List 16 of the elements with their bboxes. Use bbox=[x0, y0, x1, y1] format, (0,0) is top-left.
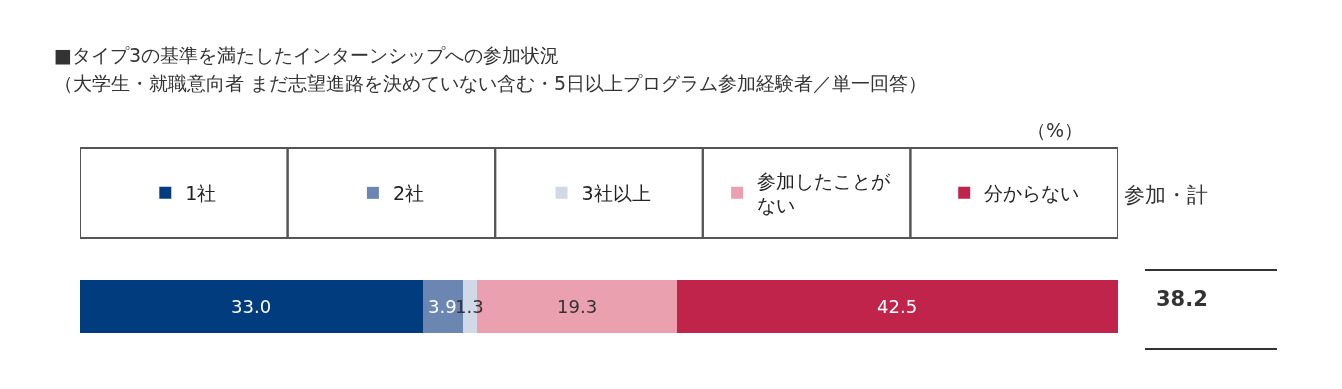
data-label: 3.9 bbox=[428, 296, 457, 317]
data-label: 33.0 bbox=[231, 296, 272, 317]
data-label: 42.5 bbox=[877, 296, 918, 317]
legend-label: 分からない bbox=[984, 182, 1080, 205]
legend-label: 参加したことがない bbox=[757, 169, 892, 217]
legend-label: 3社以上 bbox=[581, 182, 651, 205]
legend-label: 1社 bbox=[185, 182, 217, 205]
bar bbox=[676, 280, 1118, 333]
chart-subtitle: （大学生・就職意向者 まだ志望進路を決めていない含む・5日以上プログラム参加経験者／単一回答） bbox=[54, 72, 928, 94]
text: 参加・計 bbox=[1124, 183, 1208, 207]
legend-label: 2社 bbox=[392, 182, 424, 205]
bar bbox=[80, 280, 423, 333]
chart-title: ■タイプ3の基準を満たしたインターンシップへの参加状況 bbox=[54, 44, 560, 66]
text: （%） bbox=[1027, 119, 1084, 141]
data-label: 19.3 bbox=[557, 296, 598, 317]
text: 38.2 bbox=[1156, 287, 1208, 311]
